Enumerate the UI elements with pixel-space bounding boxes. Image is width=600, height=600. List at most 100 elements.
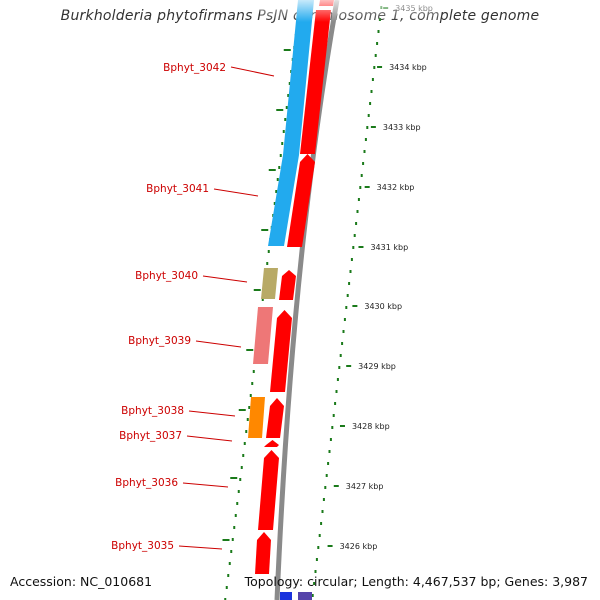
skew-dot [346, 294, 349, 297]
skew-dot [366, 126, 369, 129]
skew-dot [343, 318, 346, 321]
label-leader-line [213, 188, 259, 197]
skew-dot [329, 438, 332, 441]
gene-label-bphyt-3037[interactable]: Bphyt_3037 [119, 430, 182, 442]
forward-strand-track [255, 0, 334, 574]
skew-dot [352, 246, 355, 249]
skew-dot [356, 210, 359, 213]
skew-dot [318, 534, 321, 537]
gc-dot [285, 106, 288, 109]
skew-dot [341, 342, 344, 345]
scale-tick-label: 3428 kbp [352, 422, 390, 431]
label-leader-line [202, 275, 248, 283]
gc-dot [239, 478, 242, 481]
gc-skew-track [311, 6, 383, 597]
skew-dot [328, 450, 331, 453]
gc-dot [273, 202, 276, 205]
gc-dot [251, 382, 254, 385]
skew-dot [342, 330, 345, 333]
gc-dot [227, 574, 230, 577]
skew-dot [334, 402, 337, 405]
scale-tick-label: 3433 kbp [383, 123, 421, 132]
skew-dot [364, 138, 367, 141]
top-fade [260, 0, 440, 22]
skew-dot [374, 54, 377, 57]
forward-gene-arrow [270, 310, 292, 392]
label-leader-line [186, 435, 233, 442]
skew-dot [317, 546, 320, 549]
gene-label-bphyt-3036[interactable]: Bphyt_3036 [115, 477, 178, 489]
scale-tick-label: 3432 kbp [377, 183, 415, 192]
label-leader-line [188, 410, 236, 417]
gc-dot [249, 394, 252, 397]
skew-dot [324, 486, 327, 489]
gc-dot [233, 526, 236, 529]
skew-dot [315, 558, 318, 561]
skew-dot [357, 198, 360, 201]
label-leaders [178, 66, 275, 550]
gc-dot [243, 442, 246, 445]
skew-dot [332, 414, 335, 417]
gene-label-bphyt-3039[interactable]: Bphyt_3039 [128, 335, 191, 347]
skew-dot [350, 258, 353, 261]
gc-dot [228, 562, 231, 565]
skew-dot [331, 426, 334, 429]
gc-dot [276, 178, 279, 181]
cog-block-bphyt-3040 [261, 268, 278, 299]
skew-dot [370, 90, 373, 93]
label-leader-line [178, 545, 223, 550]
skew-dot [325, 474, 328, 477]
skew-dot [371, 78, 374, 81]
gc-dot [287, 94, 290, 97]
scale-tick-label: 3430 kbp [364, 302, 402, 311]
skew-dot [327, 462, 330, 465]
forward-gene-arrow [264, 440, 279, 447]
skew-dot [355, 222, 358, 225]
cog-block-bphyt-3038 [248, 397, 265, 438]
skew-dot [322, 498, 325, 501]
cog-block-bottom [280, 592, 292, 600]
skew-dot [376, 42, 379, 45]
forward-gene-arrow [258, 450, 279, 530]
skew-dot [348, 282, 351, 285]
gc-dot [252, 370, 255, 373]
label-leader-line [230, 66, 275, 77]
gc-dot [261, 298, 264, 301]
cog-block-bphyt-3039 [253, 307, 273, 364]
forward-gene-arrow [255, 532, 271, 574]
skew-dot [349, 270, 352, 273]
scale-tick-label: 3431 kbp [370, 243, 408, 252]
gc-dot [279, 154, 282, 157]
scale-tick-label: 3434 kbp [389, 63, 427, 72]
label-leader-line [182, 482, 229, 488]
gc-dot [284, 118, 287, 121]
gc-dot [248, 406, 251, 409]
gc-dot [275, 190, 278, 193]
gc-dot [224, 598, 227, 600]
topology-summary: Topology: circular; Length: 4,467,537 bp… [244, 574, 588, 589]
cog-block-bphyt-3041 [268, 155, 299, 246]
gene-label-bphyt-3042[interactable]: Bphyt_3042 [163, 62, 226, 74]
skew-dot [313, 582, 316, 585]
gc-dot [288, 82, 291, 85]
gene-label-bphyt-3040[interactable]: Bphyt_3040 [135, 270, 198, 282]
scale-tick-label: 3426 kbp [340, 542, 378, 551]
gc-dot [234, 514, 237, 517]
gc-dot [231, 538, 234, 541]
skew-dot [335, 390, 338, 393]
gene-label-bphyt-3038[interactable]: Bphyt_3038 [121, 405, 184, 417]
skew-dot [336, 378, 339, 381]
gc-dot [237, 490, 240, 493]
skew-dot [339, 354, 342, 357]
forward-gene-arrow [300, 10, 331, 154]
skew-dot [367, 114, 370, 117]
gene-label-bphyt-3041[interactable]: Bphyt_3041 [146, 183, 209, 195]
accession-text: Accession: NC_010681 [10, 574, 153, 589]
cog-block-bphyt-3042 [283, 0, 314, 155]
skew-dot [363, 150, 366, 153]
gene-label-bphyt-3035[interactable]: Bphyt_3035 [111, 540, 174, 552]
gc-dot [230, 550, 233, 553]
skew-dot [360, 174, 363, 177]
skew-dot [362, 162, 365, 165]
